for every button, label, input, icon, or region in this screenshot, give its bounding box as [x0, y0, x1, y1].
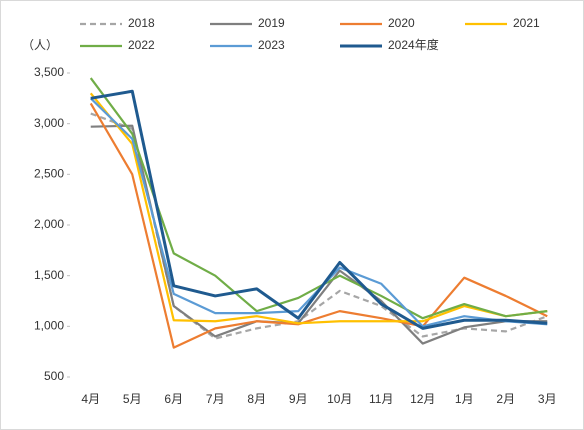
legend-label: 2018 — [128, 16, 155, 30]
x-tick-label: 10月 — [327, 392, 352, 406]
series-line — [90, 124, 548, 345]
x-tick-label: 12月 — [410, 392, 435, 406]
x-tick-label: 8月 — [247, 392, 266, 406]
x-tick-label: 6月 — [164, 392, 183, 406]
legend-label: 2020 — [388, 16, 415, 30]
y-axis-label: （人） — [22, 38, 58, 52]
legend-label: 2024年度 — [388, 37, 439, 52]
series-line — [89, 77, 548, 320]
x-tick-label: 4月 — [81, 392, 100, 406]
x-tick-label: 11月 — [369, 392, 393, 406]
series-line — [89, 102, 548, 349]
y-tick-label: 1,000 — [34, 319, 64, 333]
legend-label: 2022 — [128, 38, 155, 52]
x-tick-label: 9月 — [289, 392, 308, 406]
y-tick-label: 500 — [44, 369, 64, 383]
y-tick-label: 3,000 — [34, 116, 64, 130]
series-line — [90, 89, 548, 330]
x-tick-label: 1月 — [455, 392, 474, 406]
x-tick-label: 2月 — [496, 392, 515, 406]
legend-label: 2019 — [258, 16, 285, 30]
y-tick-label: 2,500 — [34, 167, 64, 181]
y-tick-label: 1,500 — [34, 268, 64, 282]
x-tick-label: 7月 — [206, 392, 225, 406]
legend-label: 2021 — [513, 16, 540, 30]
x-tick-label: 3月 — [538, 392, 557, 406]
y-tick-label: 2,000 — [34, 217, 64, 231]
x-tick-label: 5月 — [123, 392, 142, 406]
series-line — [89, 92, 548, 325]
y-tick-label: 3,500 — [34, 65, 64, 79]
legend-label: 2023 — [258, 38, 285, 52]
